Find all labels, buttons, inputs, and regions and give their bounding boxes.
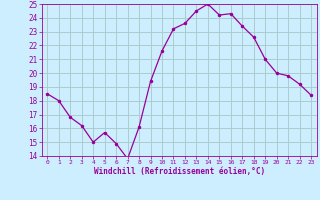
X-axis label: Windchill (Refroidissement éolien,°C): Windchill (Refroidissement éolien,°C): [94, 167, 265, 176]
